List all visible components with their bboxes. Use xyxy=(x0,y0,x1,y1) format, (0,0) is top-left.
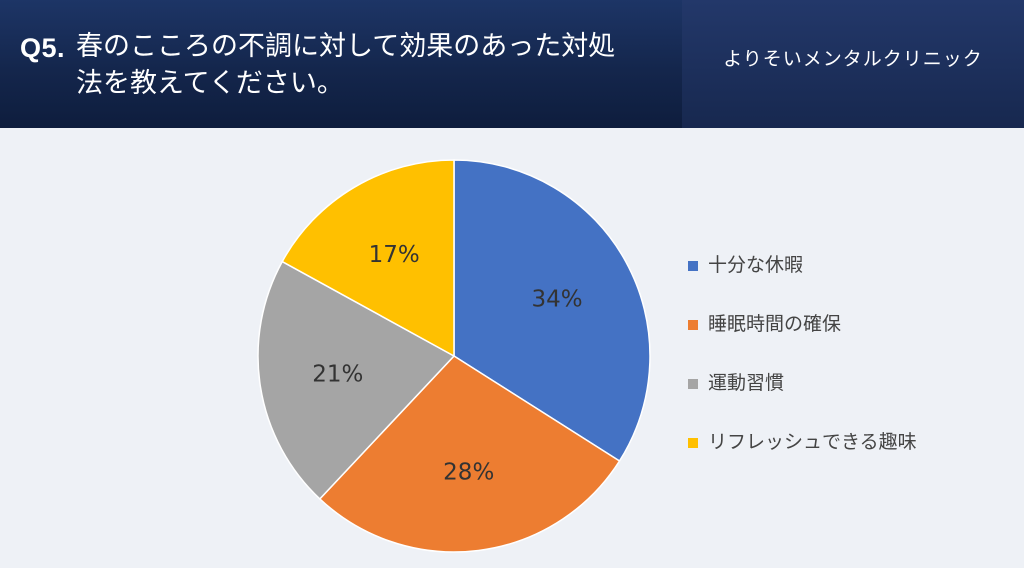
clinic-panel xyxy=(682,0,1024,128)
legend-swatch xyxy=(688,261,698,271)
legend-swatch xyxy=(688,438,698,448)
legend-swatch xyxy=(688,379,698,389)
legend-item-2: 睡眠時間の確保 xyxy=(688,307,938,341)
header-banner: Q5. 春のこころの不調に対して効果のあった対処法を教えてください。 よりそいメ… xyxy=(0,0,1024,128)
question-text: 春のこころの不調に対して効果のあった対処法を教えてください。 xyxy=(76,31,616,99)
pie-slice-4 xyxy=(281,159,455,358)
chart-legend: 十分な休暇睡眠時間の確保 運動習慣リフレッシュできる趣味 xyxy=(688,248,938,484)
pie-slice-1 xyxy=(453,159,651,463)
question-number: Q5. xyxy=(20,33,66,63)
clinic-name: よりそいメンタルクリニック xyxy=(723,48,983,70)
legend-label: 十分な休暇 xyxy=(708,254,804,276)
pie-slice-2 xyxy=(318,355,621,553)
slice-label-4: 17% xyxy=(369,242,420,268)
legend-item-3: 運動習慣 xyxy=(688,366,938,400)
pie-slice-3 xyxy=(257,260,456,500)
chart-area: 34% 28% 21% 17% 十分な休暇睡眠時間の確保 運動習慣リフレッシュできる趣味 xyxy=(0,128,1024,568)
slice-label-1: 34% xyxy=(531,286,582,312)
slice-label-2: 28% xyxy=(443,460,494,486)
slice-label-3: 21% xyxy=(312,361,363,387)
legend-label: 睡眠時間の確保 xyxy=(708,313,842,335)
legend-item-1: 十分な休暇 xyxy=(688,248,938,282)
legend-label: リフレッシュできる趣味 xyxy=(708,431,917,453)
legend-label: 運動習慣 xyxy=(708,372,785,394)
legend-item-4: リフレッシュできる趣味 xyxy=(688,425,938,459)
pie-chart: 34% 28% 21% 17% xyxy=(257,159,651,553)
legend-swatch xyxy=(688,320,698,330)
